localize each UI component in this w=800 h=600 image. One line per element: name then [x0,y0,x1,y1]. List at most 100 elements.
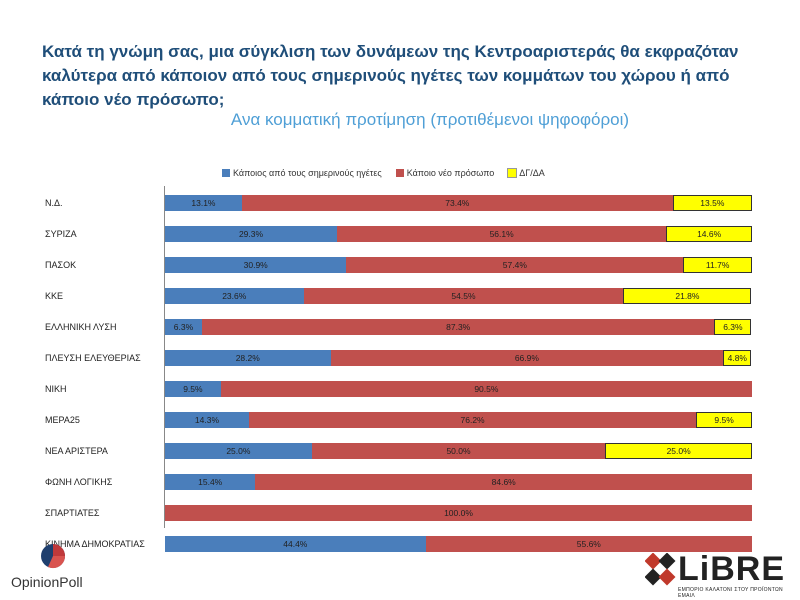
data-label: 13.5% [700,198,725,208]
data-label: 15.4% [198,477,223,487]
bar-segment-1: 66.9% [330,350,724,366]
data-label: 14.3% [194,415,220,425]
legend-swatch-1 [395,169,404,177]
bar-segment-2: 13.5% [672,195,752,211]
legend-swatch-2 [507,168,518,178]
bar-segment-1: 56.1% [336,226,667,242]
bar-segment-0: 29.3% [165,226,337,242]
bar-segment-2: 21.8% [623,288,752,304]
chart-subtitle: Ανα κομματική προτίμηση (προτιθέμενοι ψη… [230,110,630,129]
category-label: ΚΚΕ [45,291,64,301]
category-label: ΝΙΚΗ [45,384,67,394]
bar-segment-0: 14.3% [165,412,249,428]
data-label: 87.3% [446,322,471,332]
bar-segment-0: 44.4% [165,536,426,552]
bar-segment-2: 4.8% [723,350,752,366]
bar-segment-1: 55.6% [425,536,752,552]
libre-logo-text: LiBRE [678,550,785,588]
data-label: 23.6% [222,291,247,301]
bar-segment-2: 9.5% [696,412,752,428]
bar-segment-2: 25.0% [605,443,752,459]
bar-segment-0: 13.1% [165,195,242,211]
data-label: 30.9% [243,260,268,270]
bar-row: 15.4% 84.6% [165,474,752,490]
category-label: ΕΛΛΗΝΙΚΗ ΛΥΣΗ [45,322,117,332]
data-label: 56.1% [489,229,514,239]
category-label: ΣΠΑΡΤΙΑΤΕΣ [45,508,100,518]
data-label: 90.5% [474,384,499,394]
bar-row: 14.3% 76.2% 9.5% [165,412,752,428]
data-label: 50.0% [446,446,471,456]
data-label: 6.3% [723,322,743,332]
category-label: ΝΕΑ ΑΡΙΣΤΕΡΑ [45,446,108,456]
bar-segment-1: 84.6% [255,474,752,490]
category-label: ΦΩΝΗ ΛΟΓΙΚΗΣ [45,477,113,487]
bar-segment-0: 23.6% [165,288,304,304]
data-label: 28.2% [235,353,260,363]
bar-segment-1: 50.0% [311,443,606,459]
bar-row: 6.3% 87.3% 6.3% [165,319,752,335]
category-axis-line [164,186,165,528]
data-label: 84.6% [491,477,516,487]
legend-item-2: ΔΓ/ΔΑ [507,168,545,178]
bar-segment-0: 6.3% [165,319,202,335]
bar-row: 44.4% 55.6% [165,536,752,552]
libre-logo-icon [645,553,676,586]
data-label: 11.7% [705,260,730,270]
libre-tagline: ΕΜΠΟΡΙΟ ΚΑΛΑΤΟΝΙ ΣΤΟΥ ΠΡΟΪΟΝΤΩΝ ΕΜΑΙΛ [678,587,783,599]
data-label: 6.3% [173,322,194,332]
bar-segment-0: 28.2% [165,350,331,366]
data-label: 29.3% [238,229,264,239]
category-label: ΣΥΡΙΖΑ [45,229,77,239]
data-label: 44.4% [283,539,308,549]
bar-segment-1: 57.4% [346,257,684,273]
legend: Κάποιος από τους σημερινούς ηγέτες Κάποιο… [222,168,545,178]
data-label: 9.5% [183,384,203,394]
category-label: ΜΕΡΑ25 [45,415,80,425]
data-label: 9.5% [714,415,734,425]
data-label: 73.4% [445,198,470,208]
data-label: 25.0% [666,446,691,456]
bar-segment-1: 73.4% [241,195,673,211]
category-label: ΚΙΝΗΜΑ ΔΗΜΟΚΡΑΤΙΑΣ [45,539,145,549]
bar-segment-2: 6.3% [714,319,752,335]
bar-segment-1: 76.2% [248,412,697,428]
bar-row: 23.6% 54.5% 21.8% [165,288,752,304]
category-label: ΠΛΕΥΣΗ ΕΛΕΥΘΕΡΙΑΣ [45,353,141,363]
bar-segment-0: 25.0% [165,443,312,459]
bar-segment-1: 54.5% [303,288,624,304]
data-label: 54.5% [451,291,476,301]
bar-row: 9.5% 90.5% [165,381,752,397]
data-label: 4.8% [727,353,747,363]
category-label: Ν.Δ. [45,198,63,208]
bar-row: 28.2% 66.9% 4.8% [165,350,752,366]
legend-item-1: Κάποιο νέο πρόσωπο [395,168,495,178]
bar-row: 100.0% [165,505,752,521]
opinionpoll-logo-icon [41,544,66,569]
bar-row: 13.1% 73.4% 13.5% [165,195,752,211]
data-label: 25.0% [226,446,251,456]
opinionpoll-logo-text: OpinionPoll [11,574,83,590]
bar-segment-0: 30.9% [165,257,347,273]
data-label: 57.4% [502,260,527,270]
bar-row: 25.0% 50.0% 25.0% [165,443,752,459]
bar-row: 30.9% 57.4% 11.7% [165,257,752,273]
bar-segment-0: 9.5% [165,381,221,397]
bar-segment-2: 14.6% [666,226,752,242]
legend-label-0: Κάποιος από τους σημερινούς ηγέτες [233,168,382,178]
data-label: 13.1% [191,198,216,208]
data-label: 100.0% [444,508,473,518]
bar-segment-1: 100.0% [165,505,752,521]
bar-row: 29.3% 56.1% 14.6% [165,226,752,242]
data-label: 76.2% [460,415,485,425]
bar-segment-1: 90.5% [220,381,752,397]
bar-segment-0: 15.4% [165,474,256,490]
legend-swatch-0 [222,169,230,177]
legend-label-1: Κάποιο νέο πρόσωπο [406,168,495,178]
bar-segment-2: 11.7% [683,257,752,273]
legend-label-2: ΔΓ/ΔΑ [519,168,545,178]
chart-title: Κατά τη γνώμη σας, μια σύγκλιση των δυνά… [42,42,739,109]
legend-item-0: Κάποιος από τους σημερινούς ηγέτες [222,168,382,178]
data-label: 55.6% [576,539,601,549]
data-label: 66.9% [514,353,539,363]
